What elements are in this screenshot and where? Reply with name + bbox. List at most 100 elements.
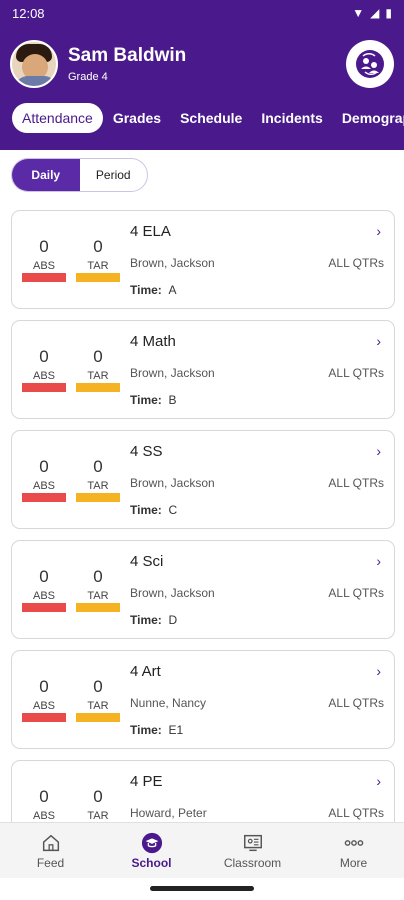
tardies-count: 0	[93, 237, 103, 256]
student-grade: Grade 4	[68, 71, 108, 83]
avatar[interactable]	[10, 40, 58, 88]
tardies-label: TAR	[87, 370, 109, 382]
course-time: Time: C	[130, 503, 177, 517]
teacher-name: Nunne, Nancy	[130, 696, 207, 710]
time-label: Time:	[130, 613, 162, 627]
course-time: Time: B	[130, 393, 176, 407]
tardies-label: TAR	[87, 810, 109, 822]
absences-count: 0	[39, 677, 49, 696]
tardies-label: TAR	[87, 480, 109, 492]
daily-period-toggle: Daily Period	[11, 158, 148, 192]
tardies-count: 0	[93, 567, 103, 586]
tardies-bar	[76, 383, 120, 392]
time-value: B	[168, 393, 177, 407]
tab-grades[interactable]: Grades	[112, 110, 162, 126]
time-value: C	[168, 503, 178, 517]
course-time: Time: D	[130, 613, 177, 627]
header: 12:08 ▼ ◢ ▮ Sam Baldwin Grade 4	[0, 0, 404, 150]
chevron-right-icon[interactable]: ›	[376, 443, 381, 459]
course-card[interactable]: 0 ABS 0 TAR 4 Math Brown, Jackson Time: …	[11, 320, 395, 419]
absences-label: ABS	[32, 700, 55, 712]
tardies-count: 0	[93, 677, 103, 696]
chevron-right-icon[interactable]: ›	[376, 773, 381, 789]
course-time: Time: A	[130, 283, 176, 297]
nav-school[interactable]: School	[101, 823, 202, 878]
more-dots-icon	[344, 839, 363, 846]
teacher-name: Brown, Jackson	[130, 256, 215, 270]
quarters-label: ALL QTRs	[328, 696, 384, 710]
absences-label: ABS	[32, 480, 55, 492]
tardies-label: TAR	[87, 700, 109, 712]
wifi-icon: ▼	[352, 6, 365, 20]
absences-stat: 0 ABS	[22, 237, 66, 282]
teacher-name: Brown, Jackson	[130, 476, 215, 490]
course-name: 4 ELA	[130, 223, 171, 240]
quarters-label: ALL QTRs	[328, 366, 384, 380]
course-card[interactable]: 0 ABS 0 TAR 4 ELA Brown, Jackson Time: A…	[11, 210, 395, 309]
absences-bar	[22, 493, 66, 502]
nav-classroom[interactable]: Classroom	[202, 823, 303, 878]
daily-option[interactable]: Daily	[12, 159, 80, 191]
home-icon	[42, 834, 59, 851]
time-label: Time:	[130, 393, 162, 407]
tab-demographics[interactable]: Demographics	[341, 110, 404, 126]
teacher-name: Brown, Jackson	[130, 586, 215, 600]
period-option[interactable]: Period	[95, 168, 131, 182]
absences-label: ABS	[32, 260, 55, 272]
quarters-label: ALL QTRs	[328, 806, 384, 820]
tab-schedule[interactable]: Schedule	[180, 110, 243, 126]
absences-stat: 0 ABS	[22, 567, 66, 612]
time-value: E1	[168, 723, 184, 737]
course-name: 4 PE	[130, 773, 163, 790]
tardies-bar	[76, 603, 120, 612]
status-bar: 12:08 ▼ ◢ ▮	[0, 0, 404, 26]
course-name: 4 Art	[130, 663, 161, 680]
absences-count: 0	[39, 787, 49, 806]
absences-count: 0	[39, 457, 49, 476]
signal-icon: ◢	[370, 6, 380, 20]
course-card[interactable]: 0 ABS 0 TAR 4 SS Brown, Jackson Time: C …	[11, 430, 395, 529]
time-label: Time:	[130, 283, 162, 297]
chevron-right-icon[interactable]: ›	[376, 223, 381, 239]
tab-bar: Attendance Grades Schedule Incidents Demogra…	[0, 96, 404, 142]
quarters-label: ALL QTRs	[328, 256, 384, 270]
tardies-count: 0	[93, 347, 103, 366]
absences-bar	[22, 603, 66, 612]
tardies-count: 0	[93, 787, 103, 806]
teacher-name: Brown, Jackson	[130, 366, 215, 380]
absences-count: 0	[39, 347, 49, 366]
absences-stat: 0 ABS	[22, 677, 66, 722]
course-card[interactable]: 0 ABS 0 TAR 4 Sci Brown, Jackson Time: D…	[11, 540, 395, 639]
tardies-label: TAR	[87, 590, 109, 602]
absences-label: ABS	[32, 590, 55, 602]
absences-bar	[22, 273, 66, 282]
gesture-bar	[0, 878, 404, 900]
course-card[interactable]: 0 ABS 0 TAR 4 Art Nunne, Nancy Time: E1 …	[11, 650, 395, 749]
absences-label: ABS	[32, 370, 55, 382]
status-time: 12:08	[12, 5, 45, 21]
tardies-label: TAR	[87, 260, 109, 272]
tab-attendance[interactable]: Attendance	[12, 103, 103, 133]
chevron-right-icon[interactable]: ›	[376, 663, 381, 679]
switch-student-button[interactable]	[346, 40, 394, 88]
tab-incidents[interactable]: Incidents	[261, 110, 323, 126]
nav-feed[interactable]: Feed	[0, 823, 101, 878]
course-name: 4 SS	[130, 443, 163, 460]
chevron-right-icon[interactable]: ›	[376, 333, 381, 349]
tardies-stat: 0 TAR	[76, 567, 120, 612]
absences-stat: 0 ABS	[22, 457, 66, 502]
quarters-label: ALL QTRs	[328, 476, 384, 490]
tardies-stat: 0 TAR	[76, 457, 120, 502]
tardies-bar	[76, 493, 120, 502]
time-label: Time:	[130, 723, 162, 737]
nav-more[interactable]: More	[303, 823, 404, 878]
time-value: A	[168, 283, 177, 297]
chevron-right-icon[interactable]: ›	[376, 553, 381, 569]
time-label: Time:	[130, 503, 162, 517]
tardies-stat: 0 TAR	[76, 347, 120, 392]
bottom-nav: Feed School Classroom More	[0, 822, 404, 878]
classroom-icon	[243, 834, 262, 851]
course-list: 0 ABS 0 TAR 4 ELA Brown, Jackson Time: A…	[11, 210, 395, 870]
course-time: Time: E1	[130, 723, 183, 737]
quarters-label: ALL QTRs	[328, 586, 384, 600]
